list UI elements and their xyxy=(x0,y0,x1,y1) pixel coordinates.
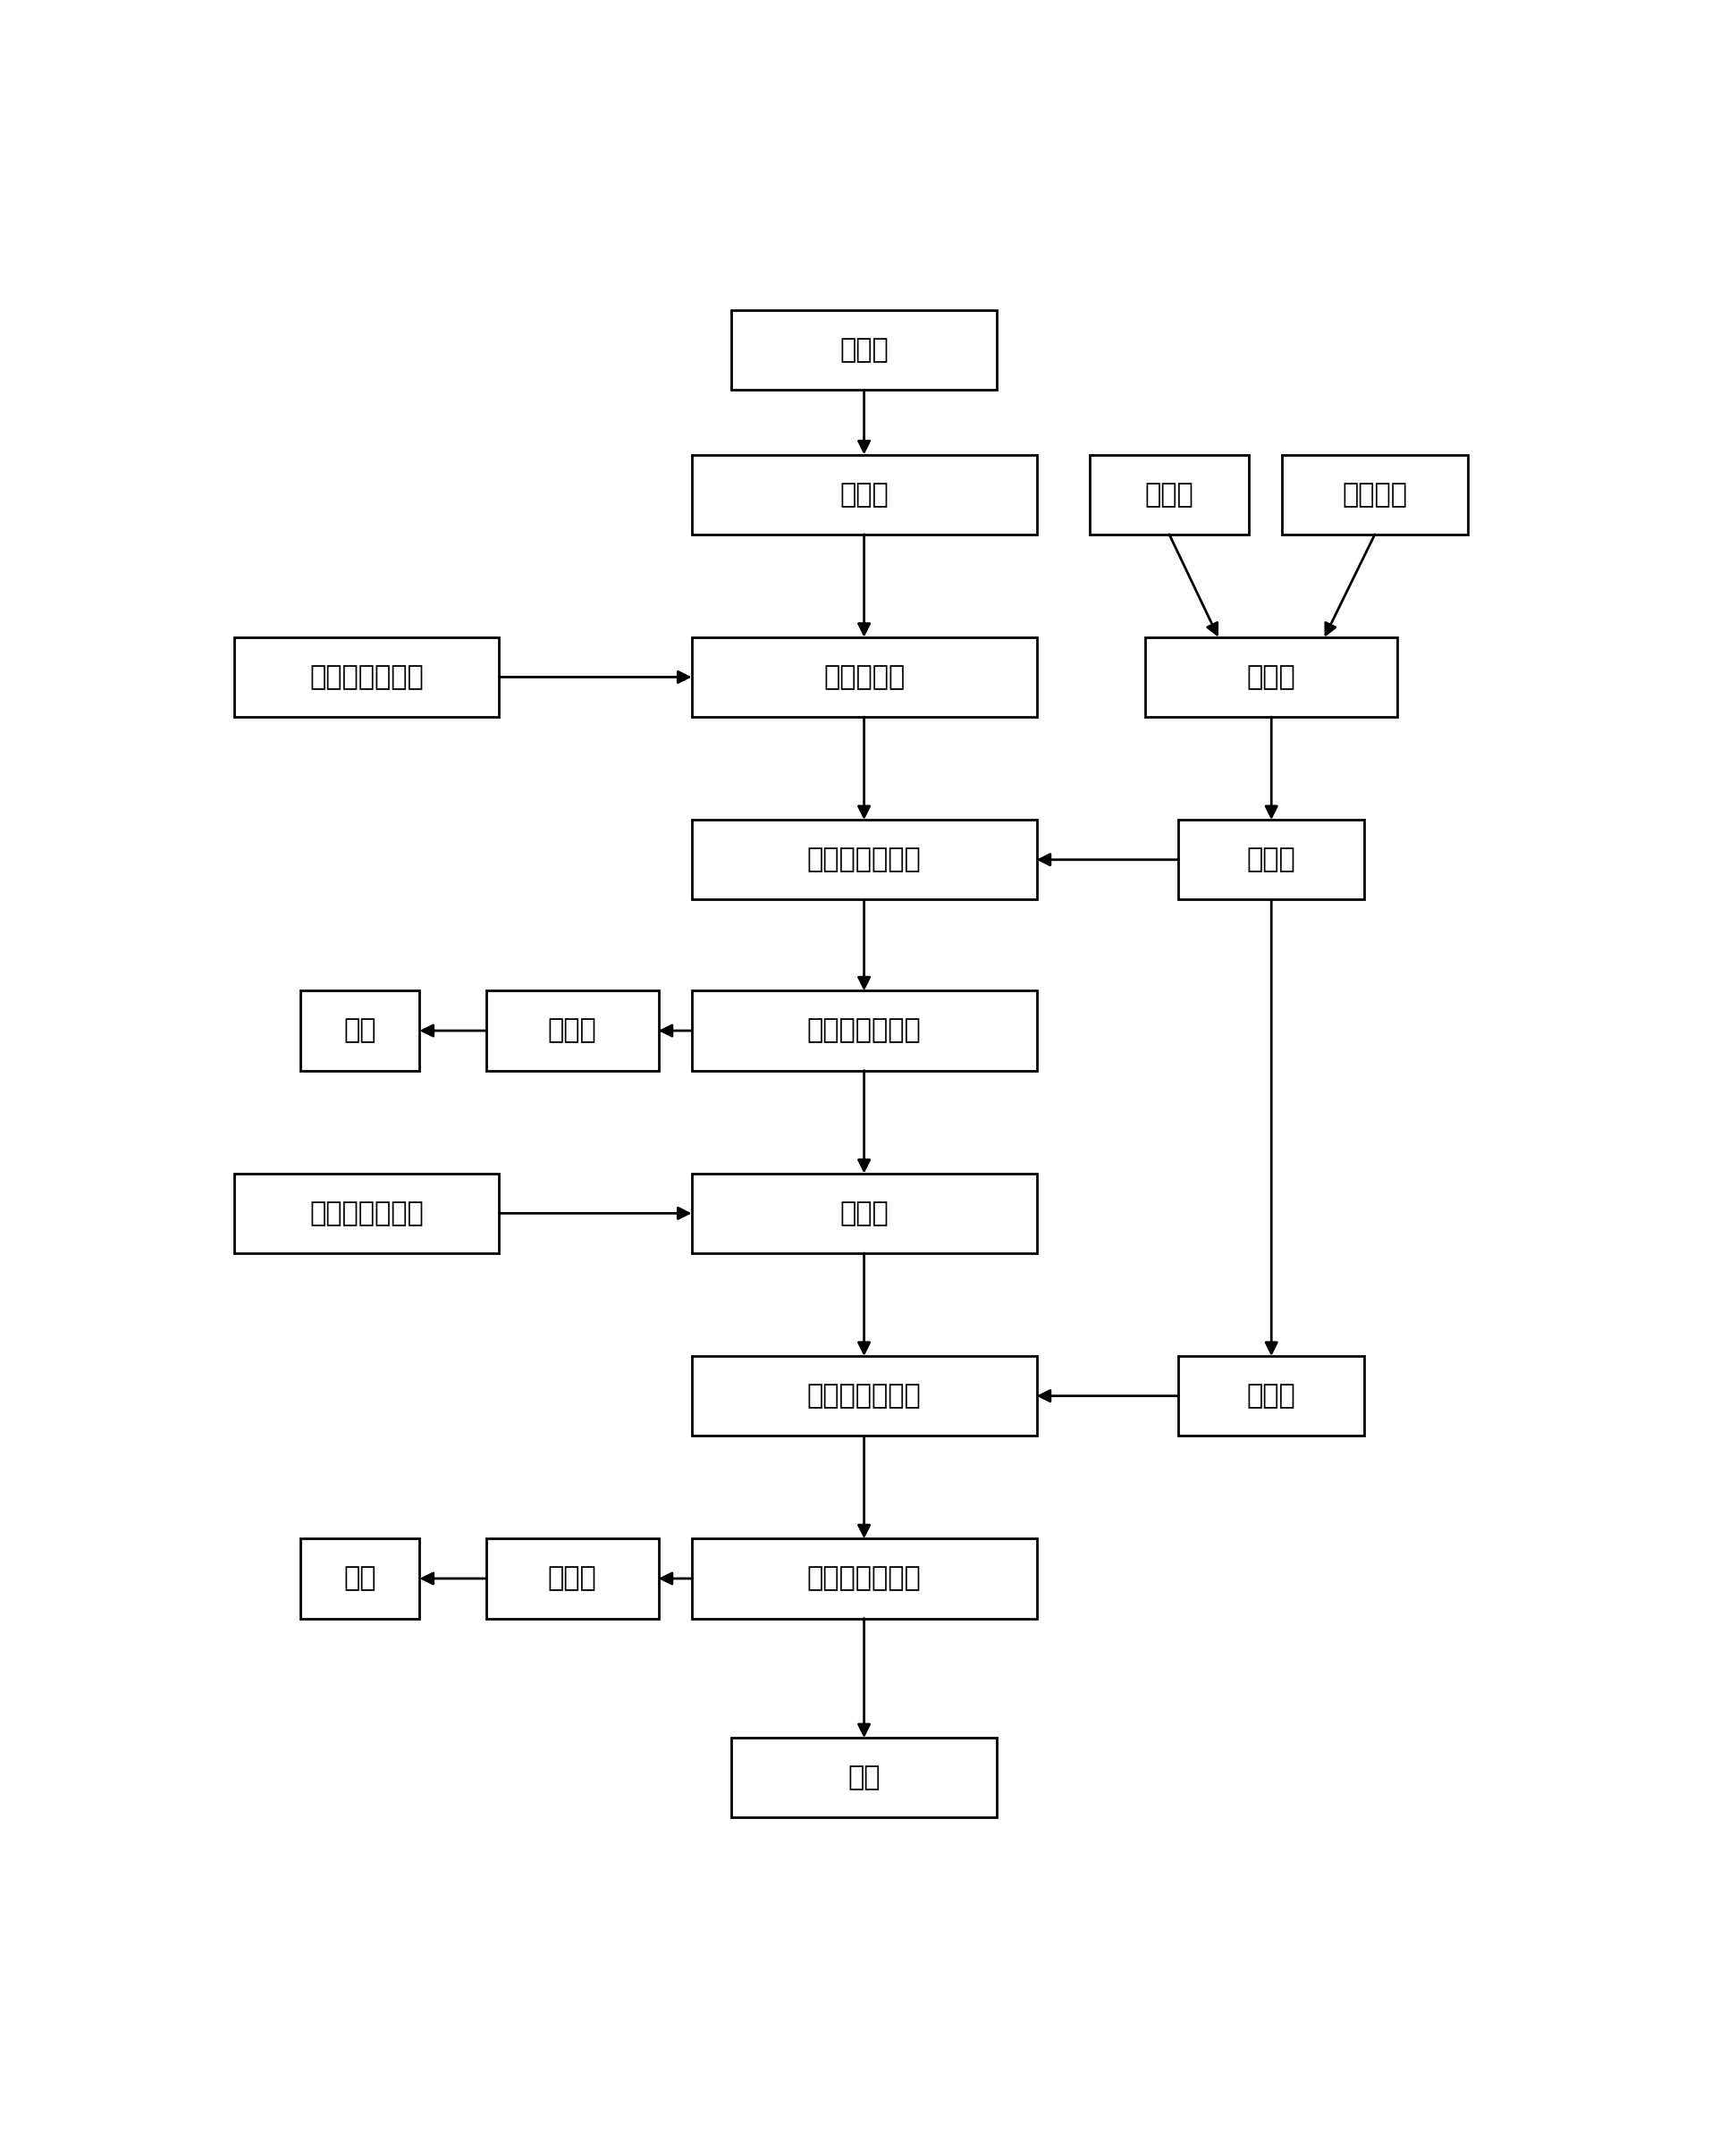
Bar xyxy=(691,638,1037,718)
Text: 溶气罐: 溶气罐 xyxy=(1246,664,1295,690)
Bar xyxy=(691,819,1037,899)
Bar xyxy=(731,1738,996,1818)
Bar xyxy=(299,1539,419,1619)
Text: 一级气浮接触池: 一级气浮接触池 xyxy=(806,847,921,873)
Bar xyxy=(1177,1356,1364,1436)
Text: 一级藻水分离池: 一级藻水分离池 xyxy=(806,1018,921,1044)
Text: 浮渣: 浮渣 xyxy=(344,1565,376,1591)
Text: 反应池: 反应池 xyxy=(838,1201,888,1227)
Bar xyxy=(234,1173,500,1253)
Text: 清水: 清水 xyxy=(847,1766,879,1792)
Bar xyxy=(1177,819,1364,899)
Bar xyxy=(299,992,419,1072)
Text: 加压水泵: 加压水泵 xyxy=(1341,481,1406,507)
Text: 二级气浮接触池: 二级气浮接触池 xyxy=(806,1382,921,1408)
Text: 浮渣: 浮渣 xyxy=(344,1018,376,1044)
Bar xyxy=(486,1539,659,1619)
Text: 空压机: 空压机 xyxy=(1145,481,1193,507)
Bar xyxy=(691,1173,1037,1253)
Bar xyxy=(1088,455,1247,535)
Text: 进水泵: 进水泵 xyxy=(838,481,888,507)
Bar xyxy=(731,310,996,390)
Bar xyxy=(486,992,659,1072)
Text: 二级计量加药器: 二级计量加药器 xyxy=(310,1201,423,1227)
Bar xyxy=(234,638,500,718)
Text: 二级藻水分离池: 二级藻水分离池 xyxy=(806,1565,921,1591)
Bar xyxy=(691,1539,1037,1619)
Text: 浓藻浆: 浓藻浆 xyxy=(838,336,888,362)
Text: 刮渣机: 刮渣机 xyxy=(548,1018,597,1044)
Text: 除渣机: 除渣机 xyxy=(548,1565,597,1591)
Bar xyxy=(1282,455,1466,535)
Bar xyxy=(691,992,1037,1072)
Text: 管道混合器: 管道混合器 xyxy=(823,664,905,690)
Bar xyxy=(1145,638,1396,718)
Text: 释放器: 释放器 xyxy=(1246,847,1295,873)
Bar xyxy=(691,1356,1037,1436)
Text: 释放器: 释放器 xyxy=(1246,1382,1295,1408)
Bar xyxy=(691,455,1037,535)
Text: 一级计量加药器: 一级计量加药器 xyxy=(310,664,423,690)
